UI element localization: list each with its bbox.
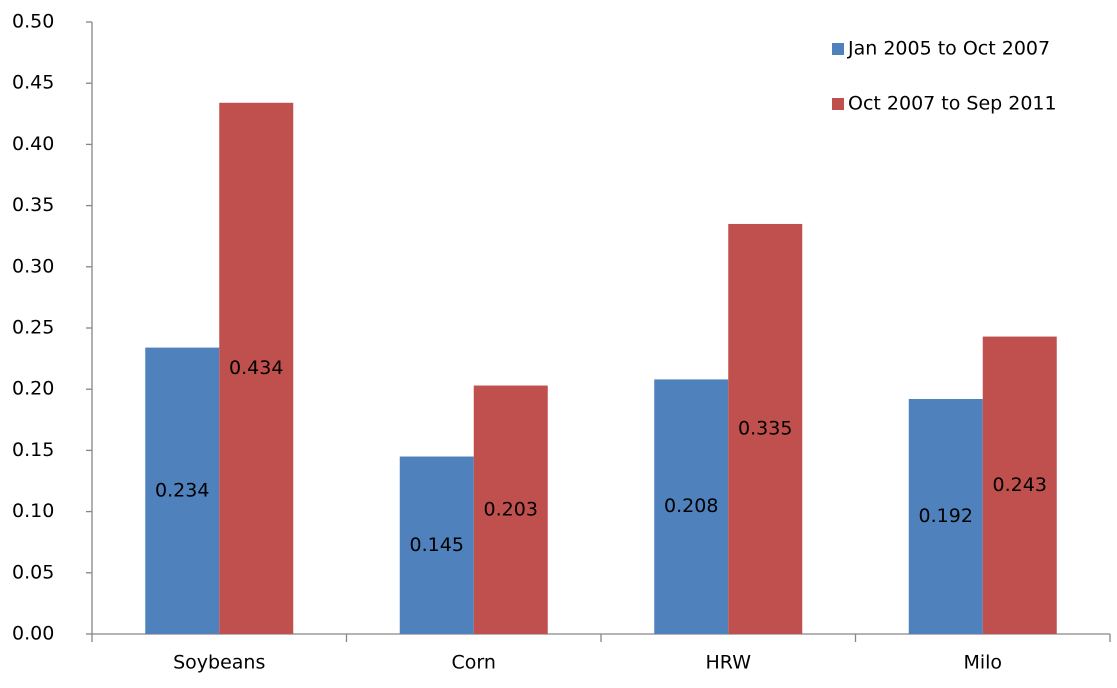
- data-label: 0.434: [229, 357, 283, 379]
- bar: [908, 398, 983, 634]
- bar: [399, 456, 474, 634]
- y-tick-label: 0.20: [12, 378, 54, 400]
- y-tick-label: 0.30: [12, 255, 54, 277]
- data-label: 0.243: [993, 474, 1047, 496]
- data-label: 0.208: [664, 495, 718, 517]
- data-label: 0.234: [155, 479, 209, 501]
- y-tick-label: 0.40: [12, 133, 54, 155]
- bar: [654, 379, 729, 634]
- legend-swatch: [832, 43, 844, 55]
- y-tick-label: 0.45: [12, 72, 54, 94]
- y-tick-label: 0.25: [12, 317, 54, 339]
- bar: [982, 336, 1057, 634]
- bar: [473, 385, 548, 634]
- data-label: 0.145: [410, 534, 464, 556]
- x-tick-label: Corn: [452, 652, 496, 674]
- legend-label: Oct 2007 to Sep 2011: [848, 93, 1057, 115]
- legend-label: Jan 2005 to Oct 2007: [847, 38, 1050, 60]
- bar: [728, 223, 803, 634]
- y-tick-label: 0.10: [12, 500, 54, 522]
- y-tick-label: 0.00: [12, 623, 54, 645]
- data-label: 0.192: [919, 505, 973, 527]
- bar: [145, 347, 220, 634]
- legend-swatch: [832, 98, 844, 110]
- x-tick-label: HRW: [705, 652, 751, 674]
- data-label: 0.335: [738, 417, 792, 439]
- y-tick-label: 0.05: [12, 561, 54, 583]
- y-tick-label: 0.15: [12, 439, 54, 461]
- data-label: 0.203: [484, 498, 538, 520]
- y-tick-label: 0.35: [12, 194, 54, 216]
- y-tick-label: 0.50: [12, 11, 54, 33]
- x-tick-label: Milo: [963, 652, 1002, 674]
- x-tick-label: Soybeans: [173, 652, 265, 674]
- bar: [219, 102, 294, 634]
